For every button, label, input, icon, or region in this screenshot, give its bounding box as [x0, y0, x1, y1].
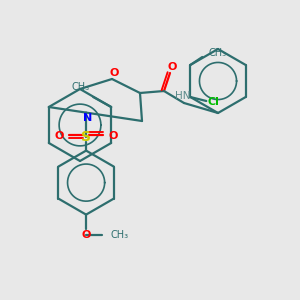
Text: N: N — [83, 112, 93, 123]
Text: O: O — [54, 130, 64, 141]
Text: S: S — [81, 130, 91, 144]
Text: O: O — [109, 68, 119, 78]
Text: HN: HN — [175, 91, 191, 101]
Text: CH₃: CH₃ — [208, 48, 226, 58]
Text: O: O — [167, 62, 177, 72]
Text: O: O — [108, 130, 118, 141]
Text: Cl: Cl — [207, 97, 219, 107]
Text: O: O — [81, 230, 91, 240]
Text: CH₃: CH₃ — [71, 82, 89, 92]
Text: CH₃: CH₃ — [110, 230, 128, 240]
